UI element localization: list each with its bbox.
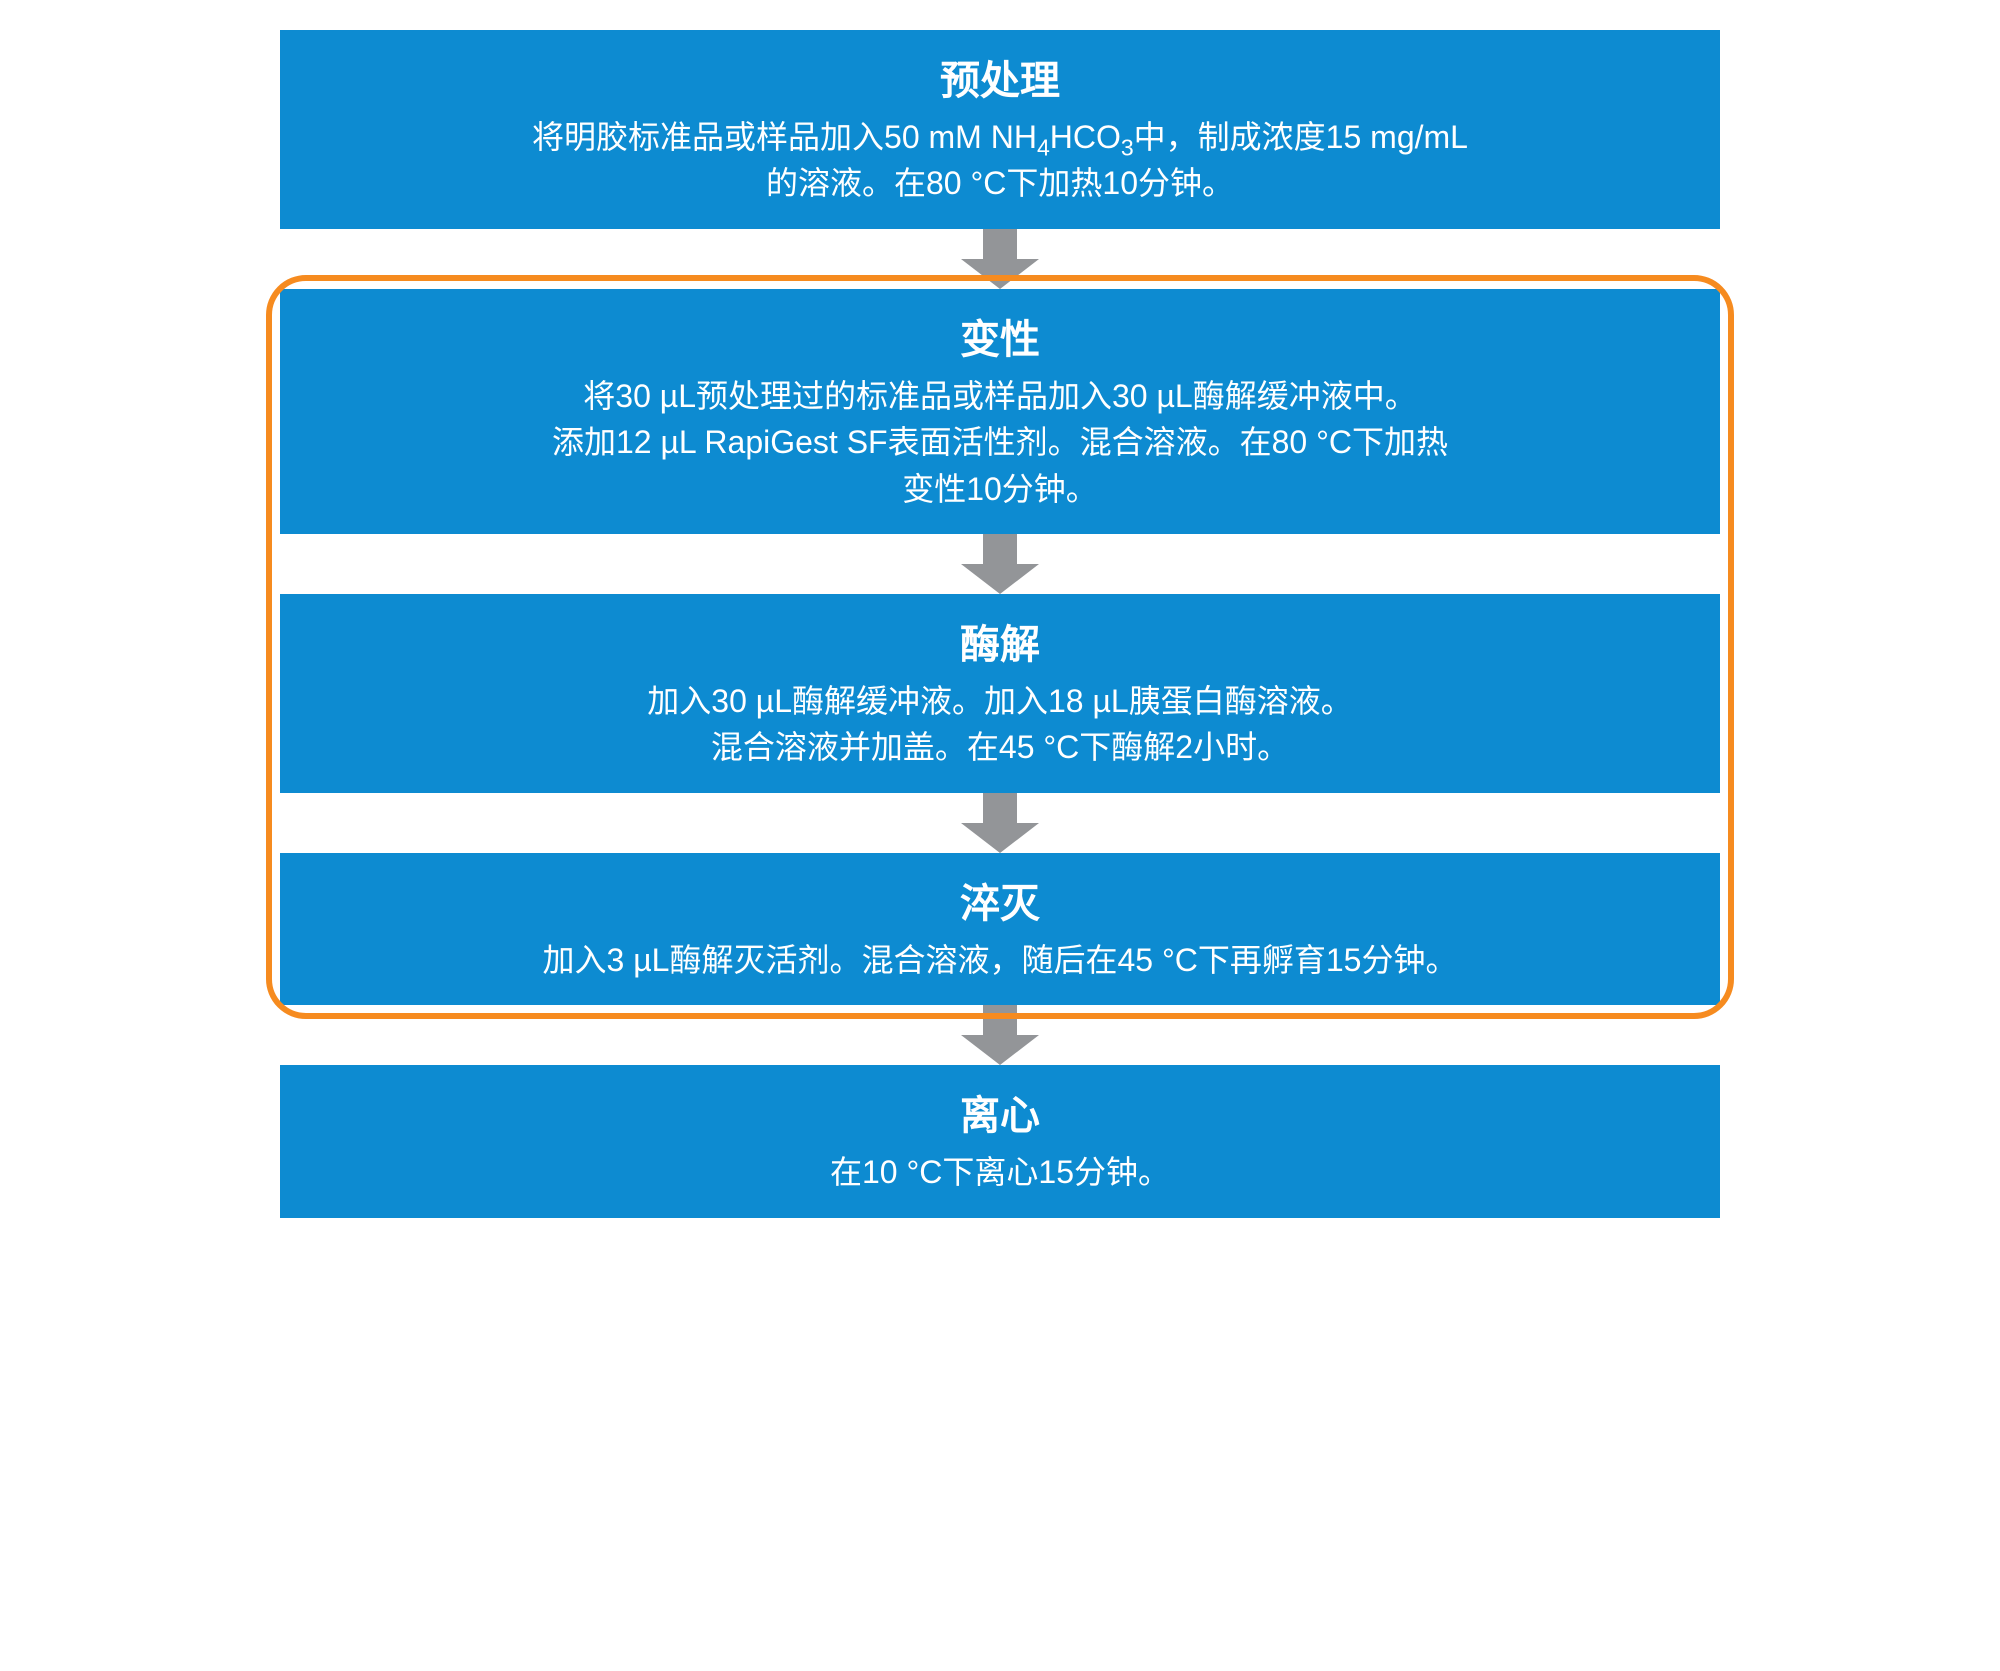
step-body: 在10 °C下离心15分钟。 <box>310 1149 1690 1195</box>
step-quench: 淬灭 加入3 µL酶解灭活剂。混合溶液，随后在45 °C下再孵育15分钟。 <box>280 853 1720 1005</box>
step-body: 加入30 µL酶解缓冲液。加入18 µL胰蛋白酶溶液。混合溶液并加盖。在45 °… <box>310 678 1690 771</box>
step-title: 预处理 <box>310 48 1690 106</box>
arrow-down-icon <box>280 793 1720 853</box>
step-centrifuge: 离心 在10 °C下离心15分钟。 <box>280 1065 1720 1217</box>
step-body: 加入3 µL酶解灭活剂。混合溶液，随后在45 °C下再孵育15分钟。 <box>310 937 1690 983</box>
arrow-down-icon <box>280 534 1720 594</box>
flowchart-container: 预处理 将明胶标准品或样品加入50 mM NH4HCO3中，制成浓度15 mg/… <box>280 30 1720 1218</box>
step-denaturation: 变性 将30 µL预处理过的标准品或样品加入30 µL酶解缓冲液中。添加12 µ… <box>280 289 1720 534</box>
step-title: 酶解 <box>310 612 1690 670</box>
step-title: 离心 <box>310 1083 1690 1141</box>
step-digestion: 酶解 加入30 µL酶解缓冲液。加入18 µL胰蛋白酶溶液。混合溶液并加盖。在4… <box>280 594 1720 793</box>
arrow-down-icon <box>280 1005 1720 1065</box>
step-title: 淬灭 <box>310 871 1690 929</box>
arrow-down-icon <box>280 229 1720 289</box>
step-body: 将30 µL预处理过的标准品或样品加入30 µL酶解缓冲液中。添加12 µL R… <box>310 373 1690 512</box>
step-title: 变性 <box>310 307 1690 365</box>
step-pretreatment: 预处理 将明胶标准品或样品加入50 mM NH4HCO3中，制成浓度15 mg/… <box>280 30 1720 229</box>
step-body: 将明胶标准品或样品加入50 mM NH4HCO3中，制成浓度15 mg/mL的溶… <box>310 114 1690 207</box>
